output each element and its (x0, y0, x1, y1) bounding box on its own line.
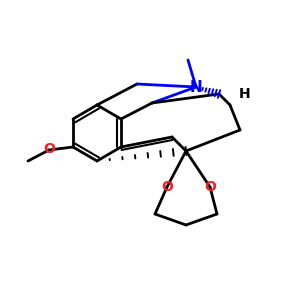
Text: N: N (190, 80, 202, 94)
Text: H: H (239, 87, 251, 101)
Text: O: O (161, 180, 173, 194)
Text: O: O (204, 180, 216, 194)
Text: O: O (43, 142, 55, 156)
